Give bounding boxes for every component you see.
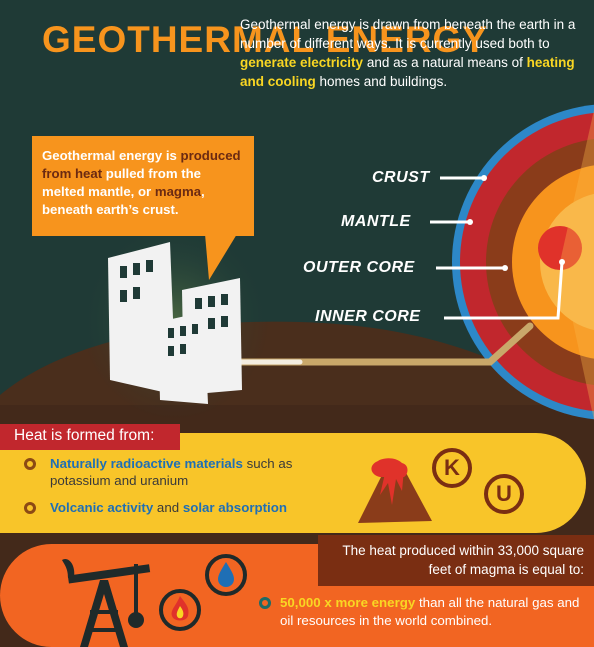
label-mantle: MANTLE [341,213,411,230]
label-inner-core: INNER CORE [315,308,421,325]
earth-cross-section [452,104,594,420]
flame-icon [159,589,201,631]
bullet-icon [259,597,271,609]
volcano-icon [358,458,432,523]
heat-produced-text: The heat produced within 33,000 square f… [318,535,594,586]
potassium-icon [432,448,472,488]
bullet-icon [24,458,36,470]
page-title: GEOTHERMAL ENERGY [42,19,488,60]
geothermal-bubble: Geothermal energy is produced from heat … [32,136,254,236]
intro-paragraph: Geothermal energy is drawn from beneath … [240,17,576,89]
oil-pump-icon [62,558,151,647]
uranium-icon [484,474,524,514]
heat-source-item-volcanic: Volcanic activity and solar absorption [50,500,287,515]
heat-sources-banner [0,424,180,450]
heat-pipe [216,322,534,366]
oil-drop-icon [205,554,247,596]
uranium-symbol: U [496,481,512,506]
inner-core-pointer [444,261,564,320]
potassium-symbol: K [444,455,460,480]
bullet-icon [24,502,36,514]
energy-comparison-text: 50,000 x more energy than all the natura… [280,595,580,628]
bubble-tail [205,234,237,280]
heat-source-item-radioactive: Naturally radioactive materials such as … [50,456,293,488]
label-outer-core: OUTER CORE [303,259,415,276]
label-crust: CRUST [372,169,430,186]
heat-sources-title: Heat is formed from: [14,427,155,444]
